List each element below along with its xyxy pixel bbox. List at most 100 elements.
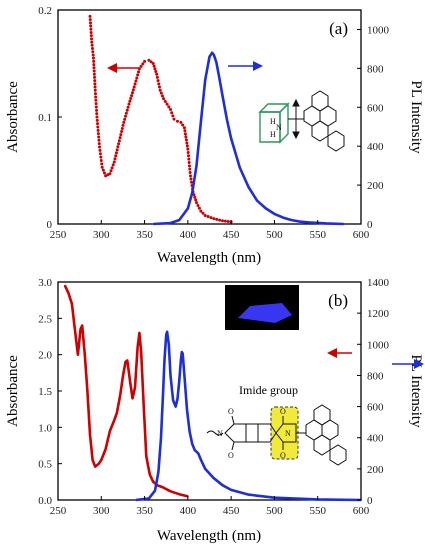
a-absorbance-point	[169, 108, 173, 112]
b-absorbance-point	[138, 331, 141, 334]
b-absorbance-point	[126, 359, 129, 362]
a-yr-tick-label: 0	[367, 219, 373, 231]
a-absorbance-point	[120, 126, 124, 130]
b-yl-tick-label: 3.0	[38, 277, 52, 289]
b-x-tick-label: 350	[136, 505, 153, 517]
b-absorbance-point	[81, 324, 84, 327]
a-absorbance-point	[189, 180, 193, 184]
mol-a-h2: H	[270, 130, 276, 139]
a-absorbance-point	[147, 58, 151, 62]
a-absorbance-point	[153, 67, 157, 71]
a-x-tick-label: 300	[93, 229, 110, 241]
a-absorbance-point	[175, 119, 179, 123]
a-absorbance-point	[90, 40, 94, 44]
a-absorbance-point	[92, 69, 96, 73]
b-absorbance-point	[100, 459, 103, 461]
a-x-tick-label: 350	[136, 229, 153, 241]
a-absorbance-point	[95, 118, 99, 122]
a-absorbance-point	[167, 105, 171, 109]
b-yr-tick-label: 0	[367, 495, 373, 507]
b-yl-tick-label: 0.5	[38, 459, 52, 471]
a-pl-point	[325, 222, 328, 225]
a-pl-point	[208, 55, 211, 58]
a-absorbance-point	[99, 155, 103, 159]
b-pl-point	[135, 499, 137, 501]
a-absorbance-point	[149, 60, 153, 64]
b-yl-tick-label: 1.0	[38, 422, 52, 434]
b-absorbance-point	[152, 480, 155, 483]
a-absorbance-point	[93, 75, 97, 79]
a-absorbance-point	[157, 82, 161, 86]
panel-b-ylabel-right: PL Intensity	[408, 354, 424, 428]
b-pl-point	[167, 343, 170, 346]
a-absorbance-point	[160, 94, 164, 98]
a-absorbance-point	[95, 112, 99, 116]
a-absorbance-point	[91, 50, 95, 54]
a-absorbance-point	[92, 66, 96, 70]
panel-a-abs-arrow	[107, 63, 140, 73]
panel-a-ylabel-left: Absorbance	[5, 81, 21, 153]
b-x-tick-label: 250	[50, 505, 67, 517]
b-pl-point	[180, 351, 183, 353]
a-absorbance-point	[108, 172, 112, 176]
b-absorbance-point	[109, 430, 111, 432]
b-absorbance-point	[113, 419, 116, 421]
b-absorbance-point	[64, 284, 66, 287]
b-x-tick-label: 300	[93, 505, 110, 517]
a-absorbance-point	[157, 85, 161, 89]
b-pl-point	[157, 471, 160, 473]
fluorescent-film	[238, 303, 292, 323]
a-absorbance-point	[134, 79, 138, 83]
a-x-tick-label: 550	[309, 229, 326, 241]
b-absorbance-point	[104, 448, 107, 451]
a-absorbance-point	[126, 105, 130, 109]
a-absorbance-point	[97, 142, 101, 146]
a-absorbance-point	[100, 162, 104, 166]
a-absorbance-point	[112, 160, 116, 164]
mol-b-o4: O	[280, 451, 286, 460]
a-absorbance-point	[90, 47, 94, 51]
b-absorbance-point	[148, 473, 151, 476]
a-absorbance-point	[89, 27, 93, 31]
panel-b-ticks: 250 300 350 400 450 500 550 600 0.0 0.5 1.0 1.5 2.0 2…	[38, 277, 389, 517]
mol-b-o1: O	[228, 407, 234, 416]
a-absorbance-point	[94, 105, 98, 109]
a-absorbance-point	[93, 88, 97, 92]
a-absorbance-point	[189, 177, 193, 181]
a-pl-point	[195, 164, 198, 167]
b-pl-point	[148, 497, 150, 500]
b-absorbance-point	[142, 404, 145, 407]
b-absorbance-line	[63, 285, 189, 498]
a-pl-point	[212, 53, 215, 56]
b-pl-line	[135, 330, 362, 502]
b-pl-point	[197, 452, 200, 455]
a-x-tick-label: 450	[223, 229, 240, 241]
mol-b-n2: N	[285, 429, 291, 438]
panel-b-ylabel-left: Absorbance	[5, 355, 21, 427]
a-absorbance-point	[172, 117, 176, 121]
a-pl-point	[225, 118, 228, 120]
a-absorbance-point	[94, 95, 98, 99]
b-pl-point	[193, 449, 196, 452]
a-absorbance-point	[215, 217, 219, 221]
mol-a-n: N	[276, 123, 282, 132]
a-absorbance-point	[137, 70, 141, 74]
b-absorbance-point	[67, 292, 70, 294]
b-absorbance-point	[74, 331, 77, 334]
a-absorbance-point	[90, 37, 94, 41]
a-absorbance-point	[93, 92, 97, 96]
a-absorbance-point	[226, 220, 230, 224]
b-absorbance-point	[91, 459, 94, 461]
a-pl-point	[204, 79, 207, 81]
b-pl-point	[188, 430, 191, 433]
a-absorbance-point	[158, 88, 162, 92]
a-absorbance-point	[93, 82, 97, 86]
a-absorbance-point	[187, 154, 191, 158]
a-absorbance-point	[91, 56, 95, 60]
a-absorbance-point	[121, 123, 125, 127]
a-absorbance-point	[187, 157, 191, 161]
b-x-tick-label: 450	[223, 505, 240, 517]
b-pl-point	[174, 405, 177, 408]
b-yl-tick-label: 2.5	[38, 313, 52, 325]
a-absorbance-point	[109, 169, 113, 173]
